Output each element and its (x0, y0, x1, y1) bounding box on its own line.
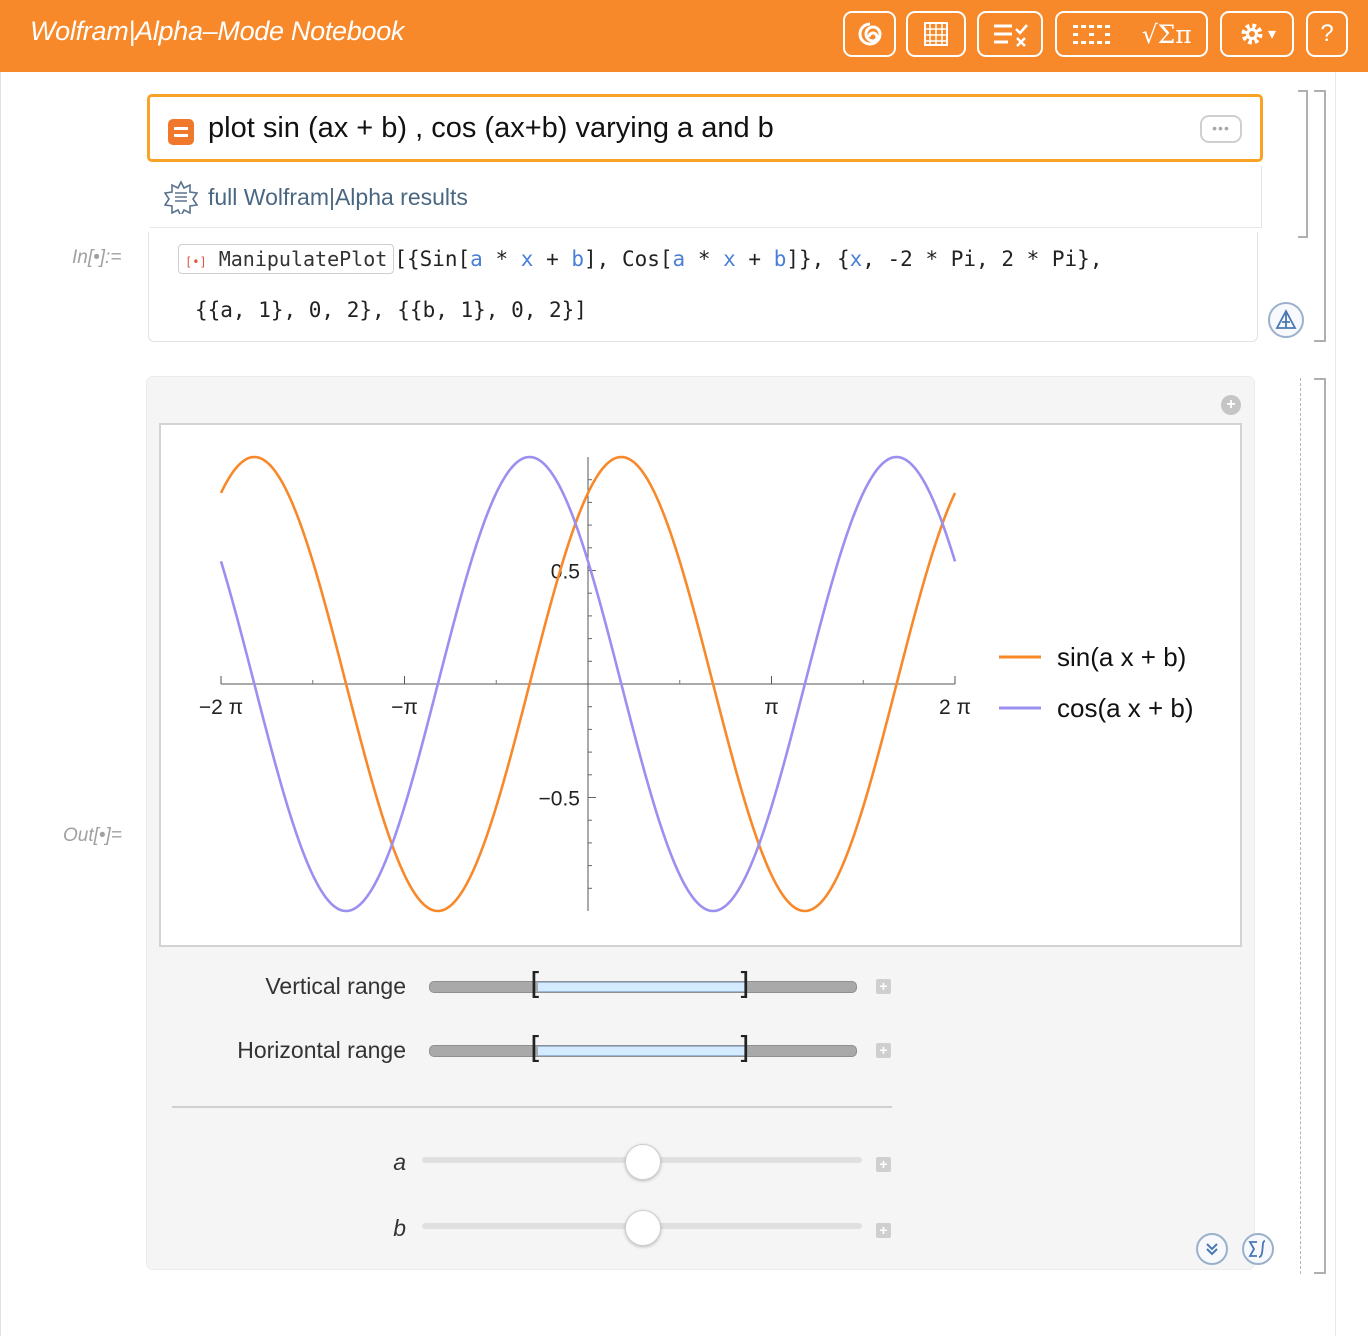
horizontal-range-expand-button[interactable]: + (876, 1043, 891, 1058)
input-code-line-2[interactable]: {{a, 1}, 0, 2}, {{b, 1}, 0, 2}] (195, 298, 587, 322)
resource-function-icon: [•] (185, 255, 207, 269)
cos-series-line (219, 455, 957, 913)
math-assistant-button[interactable] (1242, 1233, 1274, 1265)
b-slider-expand-button[interactable]: + (876, 1223, 891, 1238)
output-inner-bracket[interactable] (1300, 378, 1301, 1274)
vertical-range-label: Vertical range (265, 973, 406, 999)
output-cell-bracket[interactable] (1314, 378, 1326, 1274)
input-cell-bracket[interactable] (1314, 90, 1326, 342)
list-check-icon (994, 24, 1028, 47)
vertical-range-min-handle[interactable]: [ (530, 967, 542, 1002)
wolfram-star-icon (164, 180, 198, 214)
cell-grid-button[interactable] (906, 11, 966, 57)
wolfram-spiral-button[interactable] (843, 11, 896, 57)
y-tick-label: 0.5 (551, 561, 580, 584)
notebook-page (0, 72, 1336, 1336)
full-results-link[interactable]: full Wolfram|Alpha results (208, 184, 468, 210)
input-label: In[•]:= (72, 247, 122, 268)
more-options-button[interactable]: ••• (1200, 115, 1242, 143)
chevron-down-icon: ▾ (1267, 26, 1277, 43)
help-label: ? (1320, 20, 1334, 47)
settings-menu-button[interactable]: ▾ (1220, 11, 1294, 57)
a-slider-expand-button[interactable]: + (876, 1157, 891, 1172)
math-symbols-label: √Σπ (1141, 19, 1192, 49)
template-dots-icon (1073, 25, 1111, 44)
more-results-button[interactable] (1196, 1233, 1228, 1265)
legend-label: cos(a x + b) (1057, 693, 1194, 723)
gear-icon (1241, 23, 1263, 45)
vertical-range-max-handle[interactable]: ] (738, 967, 750, 1002)
horizontal-range-label: Horizontal range (237, 1037, 406, 1063)
b-slider-knob[interactable] (625, 1210, 661, 1246)
input-code-line-1[interactable]: [•] ManipulatePlot [{Sin[a * x + b], Cos[… (178, 244, 1102, 274)
query-cell-bracket[interactable] (1298, 90, 1308, 238)
help-button[interactable]: ? (1306, 11, 1348, 57)
horizontal-range-min-handle[interactable]: [ (530, 1031, 542, 1066)
vertical-range-expand-button[interactable]: + (876, 979, 891, 994)
list-options-button[interactable] (977, 11, 1043, 57)
title-bar: Wolfram|Alpha–Mode Notebook √Σπ ▾ ? (0, 0, 1368, 72)
y-tick-label: −0.5 (539, 788, 580, 811)
input-assistant-button[interactable] (1268, 302, 1304, 338)
output-label: Out[•]= (63, 825, 122, 846)
double-chevron-down-icon (1206, 1243, 1218, 1256)
x-tick-label: −π (391, 696, 418, 719)
sigma-integral-icon (1248, 1240, 1266, 1258)
plot-svg: −2 π −π π 2 π 0.5 −0.5 sin(a x + b) cos(a x + b… (199, 455, 1194, 913)
window-title: Wolfram|Alpha–Mode Notebook (30, 16, 405, 46)
wolfram-spiral-icon (858, 22, 882, 46)
wolfram-alpha-query-input[interactable]: plot sin (ax + b) , cos (ax+b) varying a… (147, 94, 1263, 162)
legend-label: sin(a x + b) (1057, 642, 1186, 672)
horizontal-range-selection[interactable] (538, 1046, 745, 1056)
x-tick-label: 2 π (939, 696, 971, 719)
query-mode-icon[interactable] (168, 119, 194, 145)
sin-series-line (219, 455, 957, 913)
wolfram-alpha-results-row: full Wolfram|Alpha results (150, 166, 1262, 228)
controls-divider (172, 1106, 892, 1108)
input-code-cell[interactable] (148, 232, 1258, 342)
math-palette-button[interactable]: √Σπ (1055, 11, 1208, 57)
add-control-button[interactable]: + (1221, 395, 1241, 415)
cell-grid-icon (924, 22, 948, 46)
horizontal-range-max-handle[interactable]: ] (738, 1031, 750, 1066)
a-slider-label: a (393, 1149, 406, 1175)
plot-frame: −2 π −π π 2 π 0.5 −0.5 sin(a x + b) cos(a x + b… (159, 423, 1242, 947)
x-tick-label: −2 π (199, 696, 243, 719)
manipulate-plot-chip[interactable]: [•] ManipulatePlot (178, 244, 395, 274)
triangle-assistant-icon (1275, 309, 1297, 329)
a-slider-knob[interactable] (625, 1144, 661, 1180)
vertical-range-selection[interactable] (538, 982, 745, 992)
b-slider-label: b (393, 1215, 406, 1241)
x-tick-label: π (764, 696, 779, 719)
query-text[interactable]: plot sin (ax + b) , cos (ax+b) varying a… (208, 112, 774, 144)
